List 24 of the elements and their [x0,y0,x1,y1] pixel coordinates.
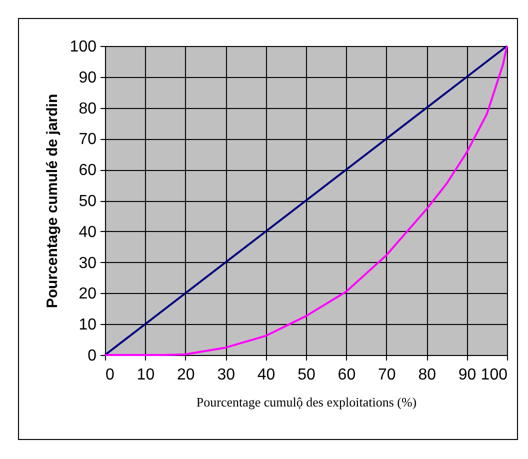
y-tick-label: 50 [78,193,97,210]
x-axis-title: Pourcentage cumulộ des exploitations (%) [196,394,417,410]
x-tick-label: 100 [480,366,508,384]
y-tick-label: 90 [78,69,97,86]
y-axis-title: Pourcentage cumulé de jardin [44,94,61,308]
x-tick-label: 30 [217,366,236,384]
x-tick-label: 20 [177,366,195,384]
x-tick-label: 0 [106,366,114,384]
y-tick-label: 70 [78,131,97,148]
x-tick-label: 10 [136,366,155,384]
y-tick-label: 20 [78,286,97,303]
y-tick-label: 40 [78,224,97,241]
y-tick-label: 30 [78,254,97,272]
x-tick-label: 40 [257,366,276,384]
x-tick-label: 60 [338,366,356,384]
x-tick-label: 50 [298,366,316,384]
x-tick-label: 80 [418,366,436,384]
y-tick-label: 100 [70,38,97,56]
x-tick-label: 70 [378,366,396,384]
x-tick-label: 90 [458,366,476,384]
y-tick-label: 0 [88,348,97,364]
y-tick-label: 80 [78,100,97,118]
y-tick-label: 10 [78,316,97,334]
y-tick-label: 60 [78,162,97,180]
